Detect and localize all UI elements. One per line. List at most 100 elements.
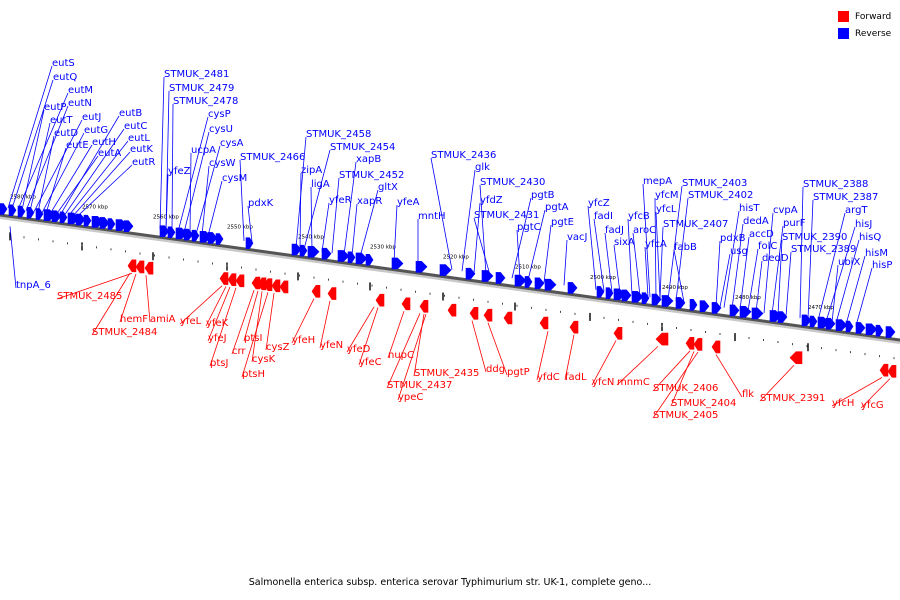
forward-gene-arrow [135, 260, 145, 274]
reverse-gene-arrow [605, 287, 614, 299]
forward-gene-label-leader [397, 314, 427, 401]
reverse-gene-label: eutP [44, 102, 66, 113]
reverse-gene-label-leader [171, 103, 174, 231]
reverse-gene-arrow [699, 300, 710, 313]
reverse-gene-label-leader [855, 267, 873, 326]
forward-gene-label: STMUK_2391 [760, 393, 825, 404]
reverse-gene-label-leader [247, 205, 253, 243]
reverse-gene-label: argT [845, 205, 868, 216]
reverse-gene-arrow [8, 204, 17, 217]
reverse-gene-label: yfdZ [480, 195, 503, 206]
forward-gene-label-leader [616, 346, 659, 386]
forward-gene-label-leader [179, 285, 223, 325]
reverse-gene-label-leader [719, 253, 731, 308]
forward-gene-label: ptsI [244, 333, 262, 344]
reverse-gene-label-leader [673, 249, 685, 303]
reverse-gene-arrow [845, 320, 854, 333]
reverse-gene-label: STMUK_2481 [164, 69, 229, 80]
reverse-gene-label: STMUK_2452 [339, 170, 404, 181]
reverse-gene-label: yfcM [655, 190, 679, 201]
forward-gene-label: STMUK_2484 [92, 327, 157, 338]
forward-gene-label: ddg [486, 364, 505, 375]
forward-gene-arrow [685, 336, 695, 350]
reverse-gene-label-leader [755, 260, 763, 313]
reverse-gene-label: pgtA [545, 202, 569, 213]
reverse-gene-arrow [26, 206, 35, 219]
forward-gene-label-leader [652, 350, 691, 392]
reverse-gene-arrow [835, 319, 848, 331]
reverse-gene-label: eutM [68, 85, 93, 96]
reverse-gene-label: yfeZ [168, 166, 191, 177]
reverse-gene-label: xapR [357, 196, 382, 207]
reverse-swatch [838, 28, 849, 39]
reverse-gene-label-leader [29, 122, 51, 212]
forward-gene-label-leader [564, 334, 575, 381]
reverse-gene-label: eutE [66, 140, 89, 151]
ruler-label: 2480 kbp [735, 295, 761, 301]
legend-reverse-label: Reverse [855, 28, 892, 39]
reverse-gene-arrow [0, 203, 8, 215]
reverse-gene-label-leader [165, 173, 169, 231]
reverse-gene-label: eutG [84, 125, 108, 136]
reverse-gene-arrow [167, 226, 176, 239]
reverse-gene-label-leader [785, 251, 792, 317]
reverse-gene-label: vacJ [567, 232, 588, 243]
forward-gene-arrow [569, 320, 579, 334]
forward-gene-label: yfcG [861, 400, 884, 411]
reverse-gene-label: STMUK_2478 [173, 96, 238, 107]
forward-gene-label: flk [742, 389, 754, 400]
reverse-gene-label: yfcZ [588, 198, 610, 209]
forward-gene-label: yfeH [292, 335, 315, 346]
reverse-gene-arrow [825, 317, 836, 330]
reverse-gene-label-leader [613, 244, 621, 294]
reverse-gene-label-leader [675, 197, 689, 301]
reverse-gene-label-leader [41, 132, 85, 214]
reverse-gene-label: ubiX [838, 257, 860, 268]
reverse-gene-label-leader [667, 185, 683, 300]
reverse-gene-label-leader [771, 225, 784, 315]
reverse-gene-label-leader [430, 157, 453, 270]
ruler-label: 2550 kbp [227, 225, 253, 231]
reverse-gene-arrow [711, 302, 722, 314]
reverse-gene-label-leader [642, 183, 651, 298]
reverse-gene-label-leader [177, 116, 209, 232]
reverse-gene-label: hisT [739, 203, 760, 214]
legend: Forward Reverse [838, 8, 891, 42]
reverse-gene-label: eutS [52, 58, 75, 69]
forward-gene-arrow [235, 274, 245, 288]
reverse-gene-arrow [729, 304, 740, 317]
reverse-gene-label-leader [777, 239, 783, 316]
reverse-gene-label-leader [845, 255, 866, 325]
reverse-gene-label: fabB [674, 242, 697, 253]
forward-gene-arrow [279, 280, 289, 294]
forward-gene-arrow [327, 287, 337, 300]
reverse-gene-label-leader [239, 159, 245, 241]
reverse-gene-label: eutA [98, 148, 121, 159]
forward-gene-label: crr [232, 346, 246, 357]
reverse-gene-label: cysW [209, 158, 236, 169]
reverse-gene-arrow [17, 205, 26, 218]
reverse-gene-arrow [83, 214, 92, 227]
reverse-gene-label: eutB [119, 108, 142, 119]
forward-gene-label-leader [291, 298, 315, 344]
forward-gene-arrow [483, 308, 493, 322]
forward-gene-arrow [503, 311, 513, 325]
reverse-gene-label: STMUK_2387 [813, 192, 878, 203]
reverse-gene-label-leader [835, 239, 860, 324]
reverse-gene-label: sixA [614, 237, 635, 248]
reverse-gene-arrow [534, 277, 545, 290]
reverse-gene-label-leader [799, 186, 804, 319]
reverse-gene-arrow [465, 267, 476, 280]
reverse-gene-arrow [481, 270, 494, 282]
ruler-label: 2490 kbp [662, 285, 688, 291]
forward-gene-label: mnmC [617, 377, 650, 388]
reverse-gene-label: STMUK_2402 [688, 190, 753, 201]
reverse-gene-label-leader [195, 145, 221, 235]
reverse-gene-label: STMUK_2407 [663, 219, 728, 230]
genome-backbone [0, 213, 900, 344]
reverse-gene-label-leader [9, 226, 17, 289]
reverse-gene-arrow [865, 323, 878, 336]
forward-gene-arrow [127, 259, 137, 273]
forward-gene-label-leader [243, 290, 259, 342]
